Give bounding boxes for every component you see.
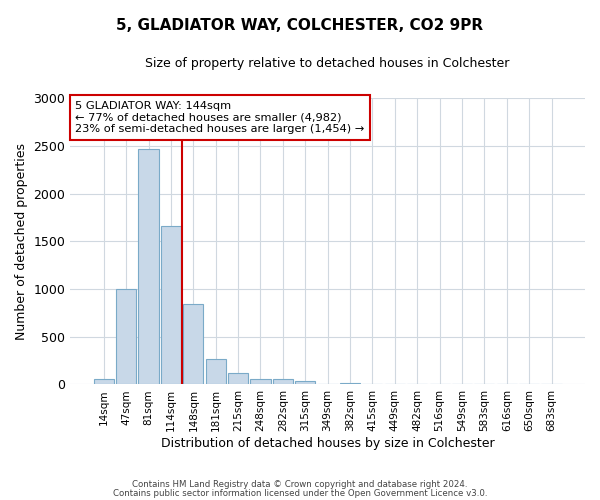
Bar [273, 379, 293, 384]
Title: Size of property relative to detached houses in Colchester: Size of property relative to detached ho… [145, 58, 510, 70]
Bar [228, 373, 248, 384]
Bar [295, 380, 316, 384]
Y-axis label: Number of detached properties: Number of detached properties [15, 143, 28, 340]
Text: Contains public sector information licensed under the Open Government Licence v3: Contains public sector information licen… [113, 488, 487, 498]
Bar [183, 304, 203, 384]
Bar [161, 226, 181, 384]
X-axis label: Distribution of detached houses by size in Colchester: Distribution of detached houses by size … [161, 437, 494, 450]
Bar [139, 149, 158, 384]
Bar [94, 379, 114, 384]
Bar [250, 379, 271, 384]
Text: 5, GLADIATOR WAY, COLCHESTER, CO2 9PR: 5, GLADIATOR WAY, COLCHESTER, CO2 9PR [116, 18, 484, 32]
Bar [206, 358, 226, 384]
Text: 5 GLADIATOR WAY: 144sqm
← 77% of detached houses are smaller (4,982)
23% of semi: 5 GLADIATOR WAY: 144sqm ← 77% of detache… [76, 101, 365, 134]
Bar [340, 382, 360, 384]
Text: Contains HM Land Registry data © Crown copyright and database right 2024.: Contains HM Land Registry data © Crown c… [132, 480, 468, 489]
Bar [116, 289, 136, 384]
